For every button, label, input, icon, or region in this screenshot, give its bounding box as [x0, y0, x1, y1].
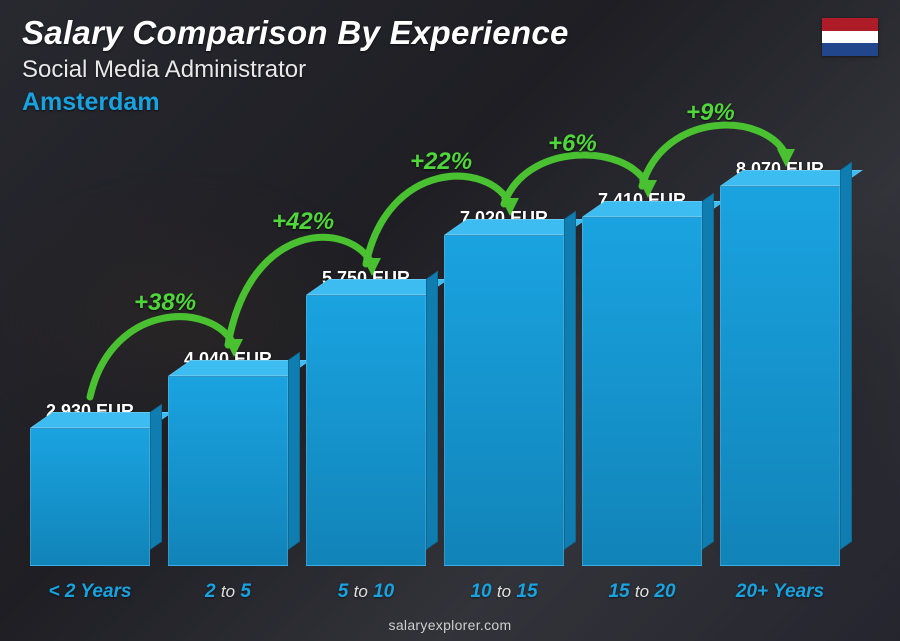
x-tick: < 2 Years	[30, 581, 150, 603]
bar-group: 7,020 EUR	[444, 208, 564, 566]
delta-label: +6%	[548, 130, 597, 158]
bar-group: 8,070 EUR	[720, 159, 840, 566]
bar	[720, 186, 840, 566]
flag-band-top	[822, 18, 878, 31]
bar-group: 2,930 EUR	[30, 401, 150, 566]
x-tick: 2 to 5	[168, 581, 288, 603]
bar	[30, 428, 150, 566]
netherlands-flag-icon	[822, 18, 878, 56]
x-tick: 20+ Years	[720, 581, 840, 603]
x-axis: < 2 Years 2 to 5 5 to 10 10 to 15 15 to 20 20…	[30, 581, 840, 603]
x-tick: 10 to 15	[444, 581, 564, 603]
page-title: Salary Comparison By Experience	[22, 14, 569, 52]
flag-band-mid	[822, 31, 878, 44]
delta-label: +38%	[134, 289, 196, 317]
delta-label: +22%	[410, 148, 472, 176]
page-subtitle: Social Media Administrator	[22, 56, 306, 84]
infographic-canvas: Salary Comparison By Experience Social M…	[0, 0, 900, 641]
x-tick: 5 to 10	[306, 581, 426, 603]
bar-group: 7,410 EUR	[582, 190, 702, 566]
bar	[444, 235, 564, 566]
delta-label: +9%	[686, 99, 735, 127]
content-layer: Salary Comparison By Experience Social M…	[0, 0, 900, 641]
bar	[582, 217, 702, 566]
flag-band-bot	[822, 43, 878, 56]
x-tick: 15 to 20	[582, 581, 702, 603]
bar-group: 5,750 EUR	[306, 268, 426, 566]
delta-label: +42%	[272, 208, 334, 236]
bar	[168, 376, 288, 566]
bar-group: 4,040 EUR	[168, 349, 288, 566]
footer-attribution: salaryexplorer.com	[0, 617, 900, 633]
bar	[306, 295, 426, 566]
